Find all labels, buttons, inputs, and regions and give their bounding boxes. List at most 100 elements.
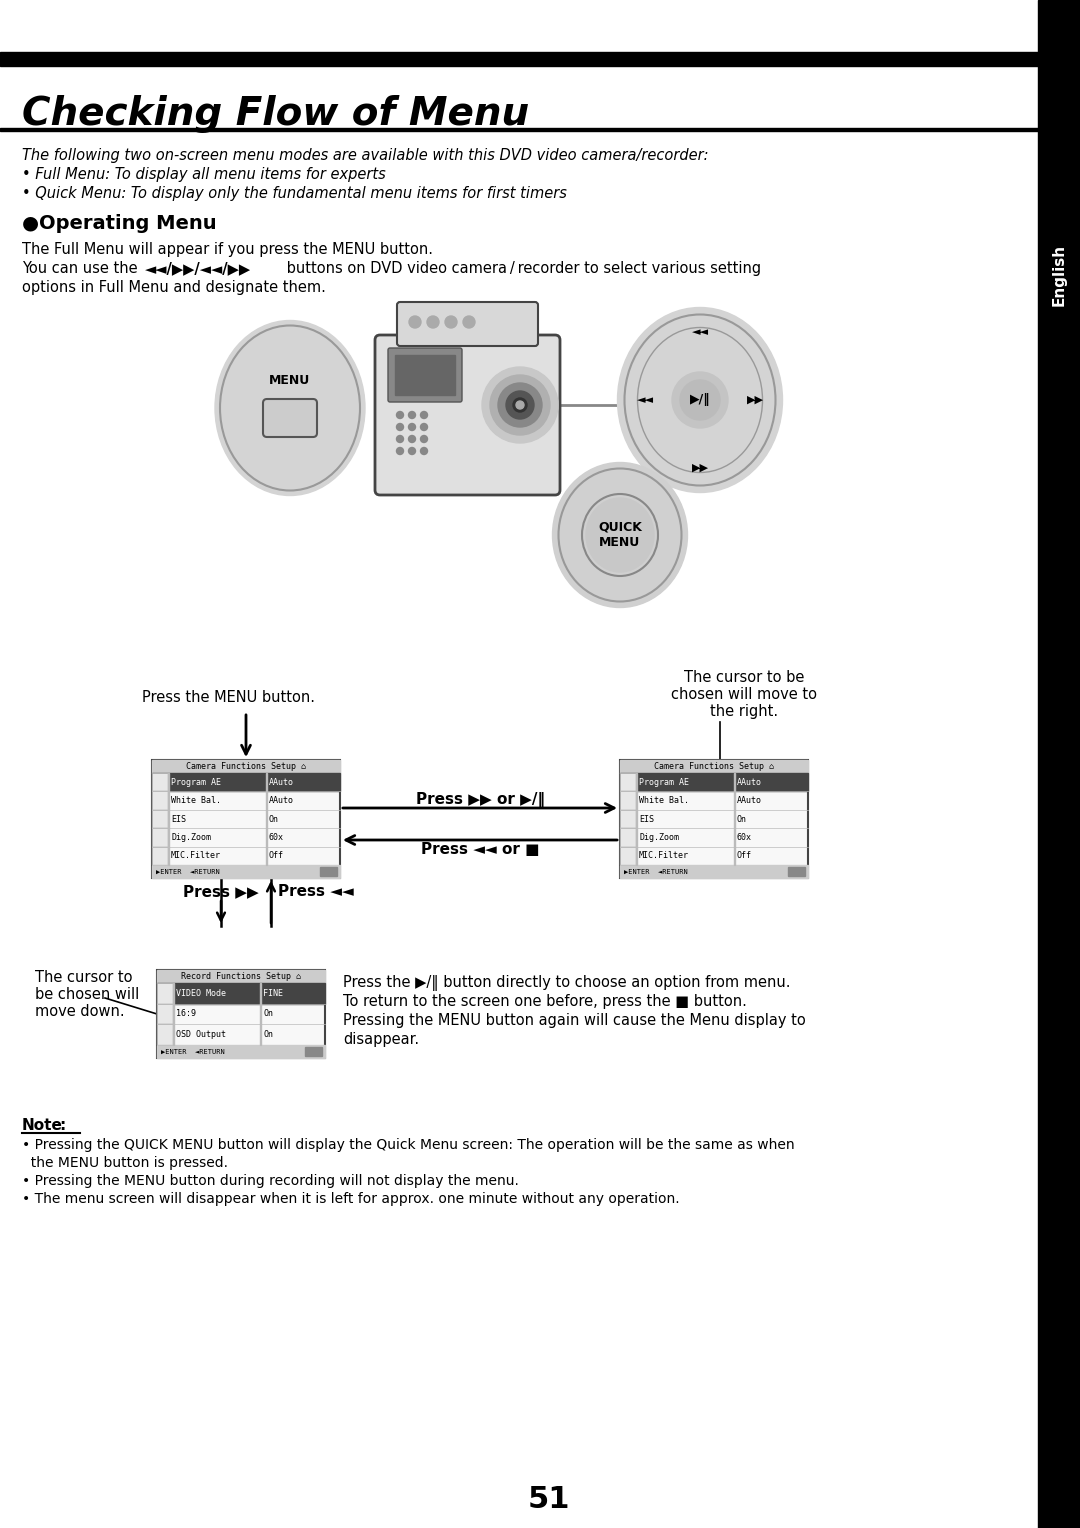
- Text: English: English: [1052, 244, 1067, 306]
- Text: OSD Output: OSD Output: [176, 1030, 226, 1039]
- Bar: [152, 773, 340, 792]
- Circle shape: [482, 367, 558, 443]
- Bar: [305, 1047, 322, 1056]
- Bar: [152, 865, 340, 879]
- Bar: [152, 792, 168, 810]
- Bar: [620, 847, 636, 865]
- Bar: [157, 983, 325, 1004]
- Text: Dig.Zoom: Dig.Zoom: [639, 833, 679, 842]
- Bar: [157, 1045, 325, 1057]
- Bar: [620, 792, 636, 810]
- Bar: [620, 865, 808, 879]
- Text: On: On: [264, 1030, 273, 1039]
- Text: • Pressing the MENU button during recording will not display the menu.: • Pressing the MENU button during record…: [22, 1174, 518, 1187]
- FancyBboxPatch shape: [397, 303, 538, 345]
- Text: MENU: MENU: [599, 536, 640, 550]
- Text: QUICK: QUICK: [598, 521, 642, 533]
- Bar: [1038, 0, 1080, 1528]
- Bar: [152, 773, 168, 792]
- Text: MIC.Filter: MIC.Filter: [639, 851, 689, 860]
- Circle shape: [396, 411, 404, 419]
- Text: Off: Off: [737, 851, 752, 860]
- Circle shape: [420, 423, 428, 431]
- Bar: [152, 828, 168, 847]
- Circle shape: [408, 423, 416, 431]
- Text: • Full Menu: To display all menu items for experts: • Full Menu: To display all menu items f…: [22, 167, 386, 182]
- Circle shape: [507, 391, 534, 419]
- Text: chosen will move to: chosen will move to: [671, 688, 816, 701]
- Text: buttons on DVD video camera / recorder to select various setting: buttons on DVD video camera / recorder t…: [282, 261, 761, 277]
- Text: the MENU button is pressed.: the MENU button is pressed.: [22, 1157, 228, 1170]
- Text: White Bal.: White Bal.: [639, 796, 689, 805]
- Text: ▶/‖: ▶/‖: [690, 394, 711, 406]
- Bar: [320, 866, 337, 876]
- Circle shape: [408, 411, 416, 419]
- Text: The cursor to be: The cursor to be: [684, 669, 805, 685]
- Ellipse shape: [215, 321, 365, 495]
- Text: Dig.Zoom: Dig.Zoom: [171, 833, 211, 842]
- Bar: [395, 354, 455, 396]
- Bar: [620, 847, 636, 865]
- Text: move down.: move down.: [35, 1004, 124, 1019]
- Text: Press ▶▶ or ▶/‖: Press ▶▶ or ▶/‖: [416, 792, 544, 808]
- Text: 16:9: 16:9: [176, 1010, 195, 1019]
- Circle shape: [672, 371, 728, 428]
- Bar: [620, 792, 636, 810]
- Circle shape: [463, 316, 475, 329]
- Bar: [620, 773, 636, 792]
- Text: be chosen will: be chosen will: [35, 987, 139, 1002]
- Bar: [152, 810, 168, 828]
- FancyBboxPatch shape: [375, 335, 561, 495]
- Text: options in Full Menu and designate them.: options in Full Menu and designate them.: [22, 280, 326, 295]
- Text: MIC.Filter: MIC.Filter: [171, 851, 221, 860]
- Ellipse shape: [586, 498, 654, 571]
- Text: ●Operating Menu: ●Operating Menu: [22, 214, 217, 232]
- Text: On: On: [264, 1010, 273, 1019]
- FancyBboxPatch shape: [388, 348, 462, 402]
- Text: On: On: [269, 814, 279, 824]
- Text: The following two on-screen menu modes are available with this DVD video camera/: The following two on-screen menu modes a…: [22, 148, 708, 163]
- Bar: [620, 810, 636, 828]
- Text: 60x: 60x: [269, 833, 284, 842]
- Bar: [152, 828, 168, 847]
- Text: MENU: MENU: [269, 373, 311, 387]
- Text: EIS: EIS: [171, 814, 186, 824]
- Bar: [620, 828, 636, 847]
- Bar: [152, 759, 340, 879]
- Circle shape: [396, 423, 404, 431]
- Bar: [788, 866, 805, 876]
- Text: Press the MENU button.: Press the MENU button.: [141, 691, 315, 704]
- Bar: [157, 1024, 173, 1045]
- Bar: [620, 773, 636, 792]
- Circle shape: [396, 435, 404, 443]
- Text: • Quick Menu: To display only the fundamental menu items for first timers: • Quick Menu: To display only the fundam…: [22, 186, 567, 202]
- Circle shape: [420, 448, 428, 454]
- Text: Program AE: Program AE: [171, 778, 221, 787]
- Text: :: :: [59, 1118, 65, 1132]
- Text: ◄◄: ◄◄: [636, 396, 653, 405]
- Text: Off: Off: [269, 851, 284, 860]
- Text: Camera Functions Setup ⌂: Camera Functions Setup ⌂: [654, 762, 774, 772]
- Text: Record Functions Setup ⌂: Record Functions Setup ⌂: [181, 972, 301, 981]
- Text: The Full Menu will appear if you press the MENU button.: The Full Menu will appear if you press t…: [22, 241, 433, 257]
- Text: AAuto: AAuto: [737, 796, 761, 805]
- Bar: [152, 847, 168, 865]
- Text: EIS: EIS: [639, 814, 654, 824]
- Circle shape: [490, 374, 550, 435]
- Bar: [152, 773, 168, 792]
- Circle shape: [498, 384, 542, 426]
- Bar: [0, 128, 1038, 130]
- Circle shape: [408, 448, 416, 454]
- Ellipse shape: [618, 307, 783, 492]
- Circle shape: [396, 448, 404, 454]
- Bar: [152, 810, 168, 828]
- Text: Press ◄◄ or ■: Press ◄◄ or ■: [421, 842, 539, 857]
- Text: 60x: 60x: [737, 833, 752, 842]
- Text: Press ▶▶: Press ▶▶: [184, 885, 259, 898]
- Text: FINE: FINE: [264, 989, 283, 998]
- Text: the right.: the right.: [710, 704, 778, 720]
- Bar: [152, 792, 168, 810]
- Text: ▶ENTER  ◄RETURN: ▶ENTER ◄RETURN: [156, 868, 219, 874]
- Circle shape: [427, 316, 438, 329]
- Circle shape: [420, 411, 428, 419]
